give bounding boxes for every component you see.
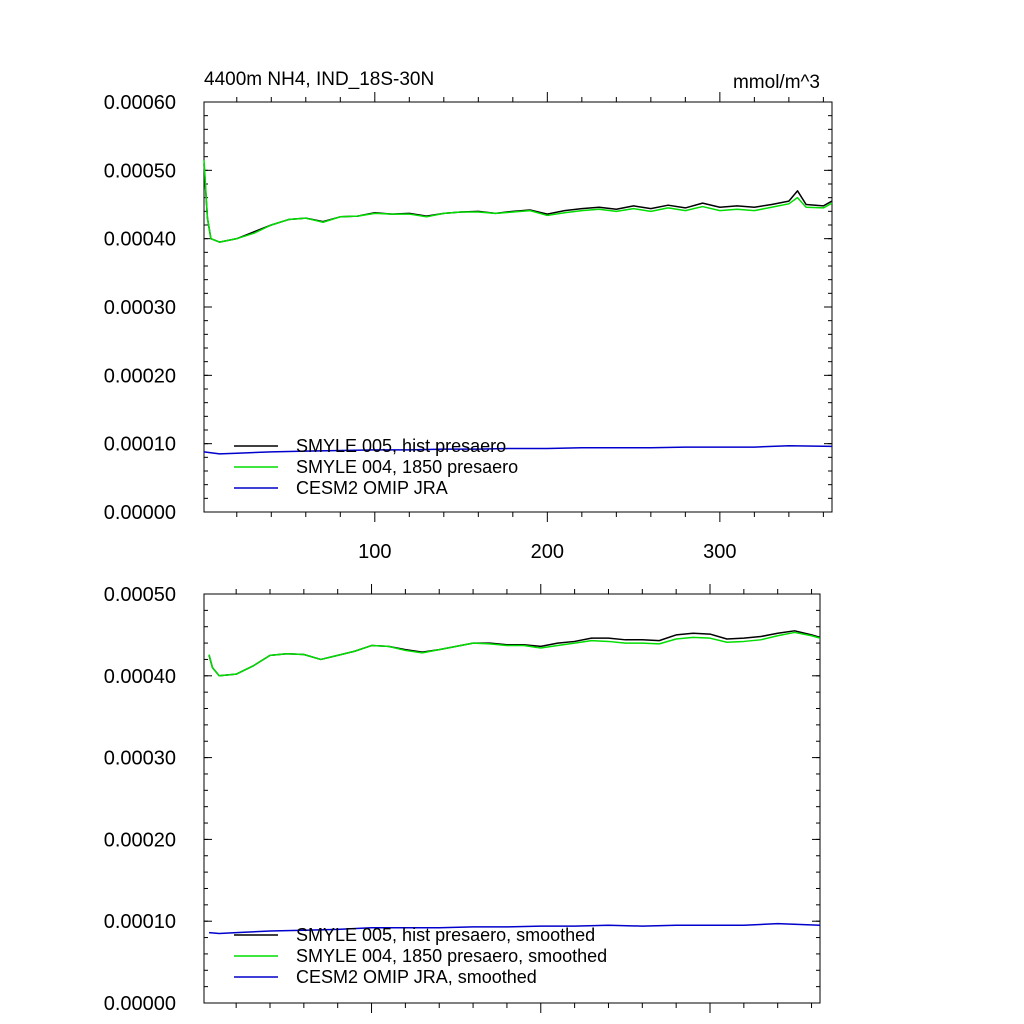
legend-label: CESM2 OMIP JRA (296, 478, 448, 498)
y-tick-label: 0.00050 (104, 160, 176, 182)
top-chart-title: 4400m NH4, IND_18S-30N (204, 69, 434, 90)
x-tick-label: 100 (358, 541, 391, 563)
top-panel: 4400m NH4, IND_18S-30N mmol/m^3 0.000000… (104, 69, 833, 563)
y-tick-label: 0.00000 (104, 993, 176, 1015)
series-line (203, 163, 833, 243)
y-tick-label: 0.00000 (104, 502, 176, 524)
y-tick-label: 0.00010 (104, 911, 176, 933)
legend-label: SMYLE 004, 1850 presaero (296, 457, 518, 477)
series-line (209, 922, 821, 935)
y-tick-label: 0.00020 (104, 829, 176, 851)
top-chart-plot: 0.00000 0.00010 0.00020 0.00030 0.00040 0.000… (104, 92, 833, 563)
series-line (203, 444, 833, 455)
legend-label: CESM2 OMIP JRA, smoothed (296, 967, 537, 987)
y-tick-label: 0.00030 (104, 748, 176, 770)
series-line (203, 160, 833, 243)
legend-label: SMYLE 004, 1850 presaero, smoothed (296, 946, 607, 966)
y-tick-label: 0.00040 (104, 666, 176, 688)
bottom-panel: 0.00000 0.00010 0.00020 0.00030 0.00040 0.000… (104, 584, 821, 1015)
plot-frame (203, 593, 821, 1004)
x-tick-label: 200 (531, 541, 564, 563)
y-tick-label: 0.00020 (104, 365, 176, 387)
y-tick-label: 0.00030 (104, 297, 176, 319)
series-line (208, 630, 821, 677)
y-tick-label: 0.00060 (104, 92, 176, 114)
top-chart-units: mmol/m^3 (733, 72, 820, 93)
y-tick-label: 0.00050 (104, 584, 176, 606)
bottom-chart-plot: 0.00000 0.00010 0.00020 0.00030 0.00040 0.000… (104, 584, 821, 1015)
y-tick-label: 0.00040 (104, 229, 176, 251)
legend-label: SMYLE 005, hist presaero (296, 436, 506, 456)
legend-label: SMYLE 005, hist presaero, smoothed (296, 925, 595, 945)
series-line (208, 631, 821, 677)
x-tick-label: 300 (703, 541, 736, 563)
y-tick-label: 0.00010 (104, 434, 176, 456)
